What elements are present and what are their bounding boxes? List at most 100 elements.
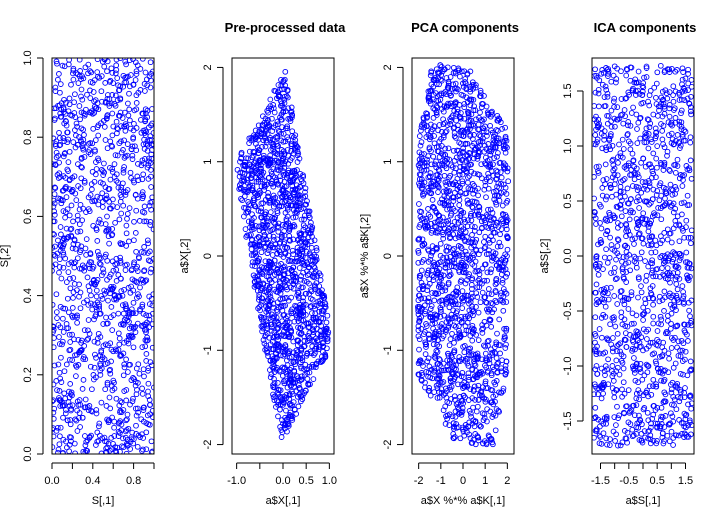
data-point — [629, 111, 634, 116]
data-point — [94, 294, 99, 299]
data-point — [268, 97, 273, 102]
data-point — [270, 253, 275, 258]
data-point — [657, 198, 662, 203]
data-point — [283, 69, 288, 74]
data-point — [602, 255, 607, 260]
data-point — [669, 321, 674, 326]
data-point — [117, 336, 122, 341]
data-point — [689, 176, 694, 181]
data-point — [56, 77, 61, 82]
data-point — [459, 278, 464, 283]
data-point — [130, 153, 135, 158]
scatter-points — [416, 63, 511, 447]
data-point — [312, 238, 317, 243]
data-point — [632, 356, 637, 361]
data-point — [297, 266, 302, 271]
data-point — [271, 103, 276, 108]
data-point — [96, 202, 101, 207]
data-point — [498, 232, 503, 237]
data-point — [67, 96, 72, 101]
data-point — [593, 67, 598, 72]
data-point — [285, 358, 290, 363]
data-point — [676, 339, 681, 344]
data-point — [487, 240, 492, 245]
data-point — [94, 355, 99, 360]
data-point — [617, 413, 622, 418]
data-point — [68, 382, 73, 387]
data-point — [685, 193, 690, 198]
data-point — [651, 377, 656, 382]
data-point — [114, 63, 119, 68]
data-point — [141, 172, 146, 177]
data-point — [100, 297, 105, 302]
data-point — [78, 306, 83, 311]
data-point — [470, 233, 475, 238]
data-point — [626, 120, 631, 125]
data-point — [135, 444, 140, 449]
data-point — [430, 198, 435, 203]
data-point — [65, 296, 70, 301]
data-point — [129, 147, 134, 152]
data-point — [58, 136, 63, 141]
panel-pca-components: PCA components a$X %*% a$K[,1] a$X %*% a… — [359, 20, 519, 507]
data-point — [278, 407, 283, 412]
data-point — [506, 179, 511, 184]
data-point — [493, 428, 498, 433]
data-point — [122, 138, 127, 143]
data-point — [608, 322, 613, 327]
data-point — [423, 352, 428, 357]
data-point — [645, 410, 650, 415]
data-point — [417, 347, 422, 352]
data-point — [667, 114, 672, 119]
data-point — [497, 317, 502, 322]
data-point — [601, 391, 606, 396]
data-point — [242, 214, 247, 219]
data-point — [311, 377, 316, 382]
data-point — [106, 298, 111, 303]
data-point — [474, 409, 479, 414]
data-point — [113, 71, 118, 76]
data-point — [647, 384, 652, 389]
data-point — [62, 369, 67, 374]
data-point — [639, 284, 644, 289]
data-point — [688, 140, 693, 145]
data-point — [62, 391, 67, 396]
data-point — [609, 271, 614, 276]
data-point — [478, 110, 483, 115]
data-point — [504, 274, 509, 279]
data-point — [623, 194, 628, 199]
data-point — [78, 117, 83, 122]
data-point — [451, 148, 456, 153]
data-point — [126, 370, 131, 375]
data-point — [66, 270, 71, 275]
data-point — [641, 305, 646, 310]
y-axis-label: a$S[,2] — [539, 239, 551, 274]
data-point — [593, 405, 598, 410]
data-point — [93, 352, 98, 357]
data-point — [104, 404, 109, 409]
y-tick-label: -2 — [382, 440, 394, 450]
data-point — [92, 317, 97, 322]
data-point — [675, 157, 680, 162]
data-point — [57, 442, 62, 447]
data-point — [66, 169, 71, 174]
data-point — [635, 141, 640, 146]
data-point — [612, 395, 617, 400]
data-point — [613, 439, 618, 444]
data-point — [103, 81, 108, 86]
scatter-points — [50, 56, 157, 456]
data-point — [71, 219, 76, 224]
data-point — [138, 285, 143, 290]
data-point — [54, 379, 59, 384]
data-point — [669, 429, 674, 434]
data-point — [89, 293, 94, 298]
data-point — [470, 338, 475, 343]
data-point — [134, 423, 139, 428]
data-point — [105, 69, 110, 74]
data-point — [67, 149, 72, 154]
data-point — [240, 198, 245, 203]
data-point — [127, 206, 132, 211]
data-point — [596, 272, 601, 277]
